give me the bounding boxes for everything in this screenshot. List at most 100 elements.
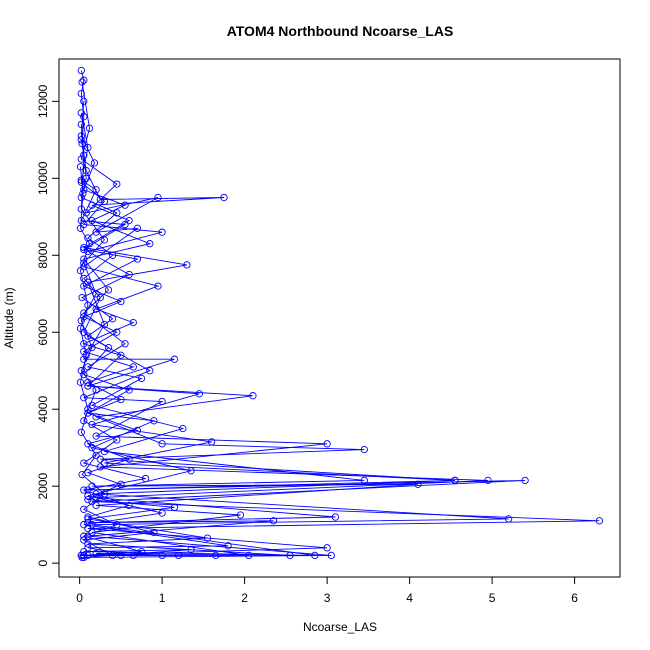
data-point (133, 224, 142, 232)
data-point (195, 390, 203, 398)
data-point (77, 551, 85, 560)
data-point (77, 428, 85, 436)
data-point (84, 409, 92, 417)
y-tick-label: 8000 (36, 242, 50, 269)
data-point (323, 440, 331, 448)
data-point (90, 159, 99, 167)
data-point (92, 290, 100, 298)
series-line (80, 82, 509, 558)
data-point (203, 534, 212, 542)
x-tick-label: 1 (159, 591, 166, 605)
series-line (80, 70, 600, 556)
data-point (125, 386, 133, 394)
data-point (207, 438, 216, 446)
data-point (88, 497, 96, 506)
chart-title: ATOM4 Northbound Ncoarse_LAS (227, 23, 454, 39)
data-point (158, 228, 166, 236)
data-point (212, 551, 220, 560)
series-line (80, 139, 155, 556)
data-point (77, 136, 85, 144)
data-point (80, 521, 88, 529)
data-point (129, 318, 137, 327)
data-point (80, 76, 88, 84)
data-point (80, 347, 88, 356)
data-point (84, 143, 92, 152)
data-point (76, 224, 85, 232)
data-point (76, 324, 85, 333)
series-layer (76, 66, 604, 562)
data-point (125, 501, 133, 510)
data-point (158, 397, 166, 406)
data-point (88, 521, 96, 529)
data-point (170, 503, 179, 511)
data-point (360, 445, 368, 454)
data-point (108, 315, 117, 323)
data-point (108, 551, 117, 560)
data-point (77, 109, 85, 117)
data-point (117, 480, 125, 488)
data-point (121, 340, 129, 348)
data-point (146, 240, 154, 248)
data-point (451, 476, 459, 485)
data-point (125, 455, 133, 463)
data-point (104, 286, 113, 294)
data-point (113, 521, 121, 529)
data-point (88, 420, 96, 429)
data-point (77, 132, 85, 140)
y-tick-label: 6000 (36, 319, 50, 346)
data-point (80, 245, 88, 254)
data-point (80, 505, 88, 513)
data-point (92, 549, 100, 558)
data-point (84, 519, 92, 527)
series-8 (77, 176, 294, 560)
data-point (80, 370, 88, 379)
series-2 (77, 78, 513, 562)
data-point (236, 511, 245, 519)
data-point (504, 515, 513, 523)
data-point (84, 405, 92, 413)
series-line (80, 166, 142, 556)
data-point (80, 553, 88, 562)
y-tick-label: 0 (36, 559, 50, 566)
data-point (484, 476, 492, 485)
data-point (84, 332, 92, 340)
data-point (125, 270, 133, 279)
data-point (125, 216, 133, 225)
data-point (121, 201, 129, 209)
data-point (286, 551, 294, 560)
data-point (117, 395, 125, 404)
data-point (96, 455, 104, 463)
data-point (121, 220, 129, 229)
data-point (154, 193, 162, 202)
data-point (85, 124, 94, 132)
data-point (80, 113, 88, 121)
data-point (170, 355, 179, 363)
data-point (77, 120, 85, 129)
data-point (84, 378, 92, 386)
data-point (77, 89, 85, 98)
y-tick-label: 4000 (36, 396, 50, 423)
data-point (88, 444, 96, 452)
data-point (141, 474, 150, 483)
series-line (80, 101, 418, 556)
data-point (113, 180, 121, 188)
data-point (84, 495, 92, 504)
data-point (80, 274, 88, 283)
data-point (84, 492, 92, 500)
data-point (249, 392, 257, 400)
data-point (113, 436, 121, 444)
data-point (84, 382, 92, 390)
data-point (77, 66, 85, 75)
data-point (187, 467, 195, 475)
data-point (92, 432, 100, 440)
data-point (80, 313, 88, 321)
data-point (133, 426, 142, 435)
data-point (92, 186, 100, 194)
data-point (595, 517, 604, 525)
data-point (96, 463, 104, 471)
data-point (88, 401, 96, 410)
data-point (80, 532, 88, 540)
data-point (80, 340, 88, 348)
data-point (220, 193, 228, 202)
data-point (150, 417, 158, 425)
